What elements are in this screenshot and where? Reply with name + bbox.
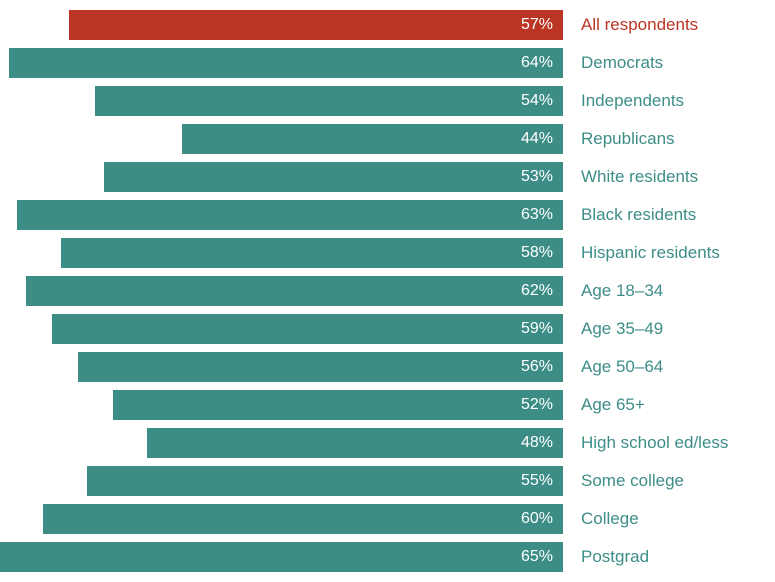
bar-track: 58% [0, 238, 563, 268]
bar-label: Age 65+ [563, 395, 645, 415]
bar-track: 63% [0, 200, 563, 230]
bar-value-suffix: % [539, 548, 553, 566]
bar-label: Postgrad [563, 547, 649, 567]
bar-value-suffix: % [539, 244, 553, 262]
bar-track: 52% [0, 390, 563, 420]
bar-value-suffix: % [539, 206, 553, 224]
bar: 48% [147, 428, 563, 458]
bar-track: 53% [0, 162, 563, 192]
bar: 56% [78, 352, 563, 382]
bar: 63% [17, 200, 563, 230]
bar-value: 55 [521, 472, 539, 490]
bar-value-suffix: % [539, 396, 553, 414]
bar-value: 65 [521, 548, 539, 566]
bar-value: 44 [521, 130, 539, 148]
bar-track: 55% [0, 466, 563, 496]
bar-value: 59 [521, 320, 539, 338]
bar: 52% [113, 390, 563, 420]
bar-label: All respondents [563, 15, 698, 35]
bar-value: 62 [521, 282, 539, 300]
chart-row: 54%Independents [0, 82, 775, 120]
bar-track: 54% [0, 86, 563, 116]
bar-label: College [563, 509, 639, 529]
bar-track: 56% [0, 352, 563, 382]
bar-value-suffix: % [539, 282, 553, 300]
bar-value: 58 [521, 244, 539, 262]
bar: 65% [0, 542, 563, 572]
bar-label: Some college [563, 471, 684, 491]
chart-row: 48%High school ed/less [0, 424, 775, 462]
bar-value-suffix: % [539, 54, 553, 72]
chart-row: 63%Black residents [0, 196, 775, 234]
bar: 53% [104, 162, 563, 192]
bar: 55% [87, 466, 563, 496]
bar-value: 56 [521, 358, 539, 376]
bar: 59% [52, 314, 563, 344]
bar-value-suffix: % [539, 358, 553, 376]
bar-label: Democrats [563, 53, 663, 73]
bar-value-suffix: % [539, 510, 553, 528]
bar-label: Age 35–49 [563, 319, 663, 339]
bar: 58% [61, 238, 563, 268]
bar-label: Age 50–64 [563, 357, 663, 377]
bar-track: 62% [0, 276, 563, 306]
bar-track: 48% [0, 428, 563, 458]
bar-track: 65% [0, 542, 563, 572]
bar: 60% [43, 504, 563, 534]
bar-label: Independents [563, 91, 684, 111]
bar-value: 60 [521, 510, 539, 528]
chart-row: 58%Hispanic residents [0, 234, 775, 272]
chart-row: 59%Age 35–49 [0, 310, 775, 348]
bar-value: 64 [521, 54, 539, 72]
bar: 44% [182, 124, 563, 154]
chart-row: 56%Age 50–64 [0, 348, 775, 386]
chart-row: 53%White residents [0, 158, 775, 196]
bar-label: Republicans [563, 129, 675, 149]
bar-label: Black residents [563, 205, 696, 225]
bar-value: 52 [521, 396, 539, 414]
bar-value-suffix: % [539, 168, 553, 186]
bar-value: 57 [521, 16, 539, 34]
bar-label: Hispanic residents [563, 243, 720, 263]
bar-value-suffix: % [539, 320, 553, 338]
bar-label: Age 18–34 [563, 281, 663, 301]
chart-row: 65%Postgrad [0, 538, 775, 576]
bar: 64% [9, 48, 563, 78]
bar-value-suffix: % [539, 472, 553, 490]
bar-track: 44% [0, 124, 563, 154]
bar: 62% [26, 276, 563, 306]
bar: 57% [69, 10, 563, 40]
bar-value: 53 [521, 168, 539, 186]
bar-track: 57% [0, 10, 563, 40]
chart-row: 44%Republicans [0, 120, 775, 158]
bar-value-suffix: % [539, 130, 553, 148]
bar: 54% [95, 86, 563, 116]
chart-row: 57%All respondents [0, 6, 775, 44]
chart-row: 64%Democrats [0, 44, 775, 82]
bar-value: 48 [521, 434, 539, 452]
chart-row: 60%College [0, 500, 775, 538]
bar-value: 54 [521, 92, 539, 110]
horizontal-bar-chart: 57%All respondents64%Democrats54%Indepen… [0, 0, 775, 582]
bar-value-suffix: % [539, 16, 553, 34]
bar-value-suffix: % [539, 434, 553, 452]
bar-value-suffix: % [539, 92, 553, 110]
chart-row: 55%Some college [0, 462, 775, 500]
bar-track: 60% [0, 504, 563, 534]
chart-row: 62%Age 18–34 [0, 272, 775, 310]
bar-track: 64% [0, 48, 563, 78]
bar-label: High school ed/less [563, 433, 728, 453]
chart-row: 52%Age 65+ [0, 386, 775, 424]
bar-track: 59% [0, 314, 563, 344]
bar-value: 63 [521, 206, 539, 224]
bar-label: White residents [563, 167, 698, 187]
